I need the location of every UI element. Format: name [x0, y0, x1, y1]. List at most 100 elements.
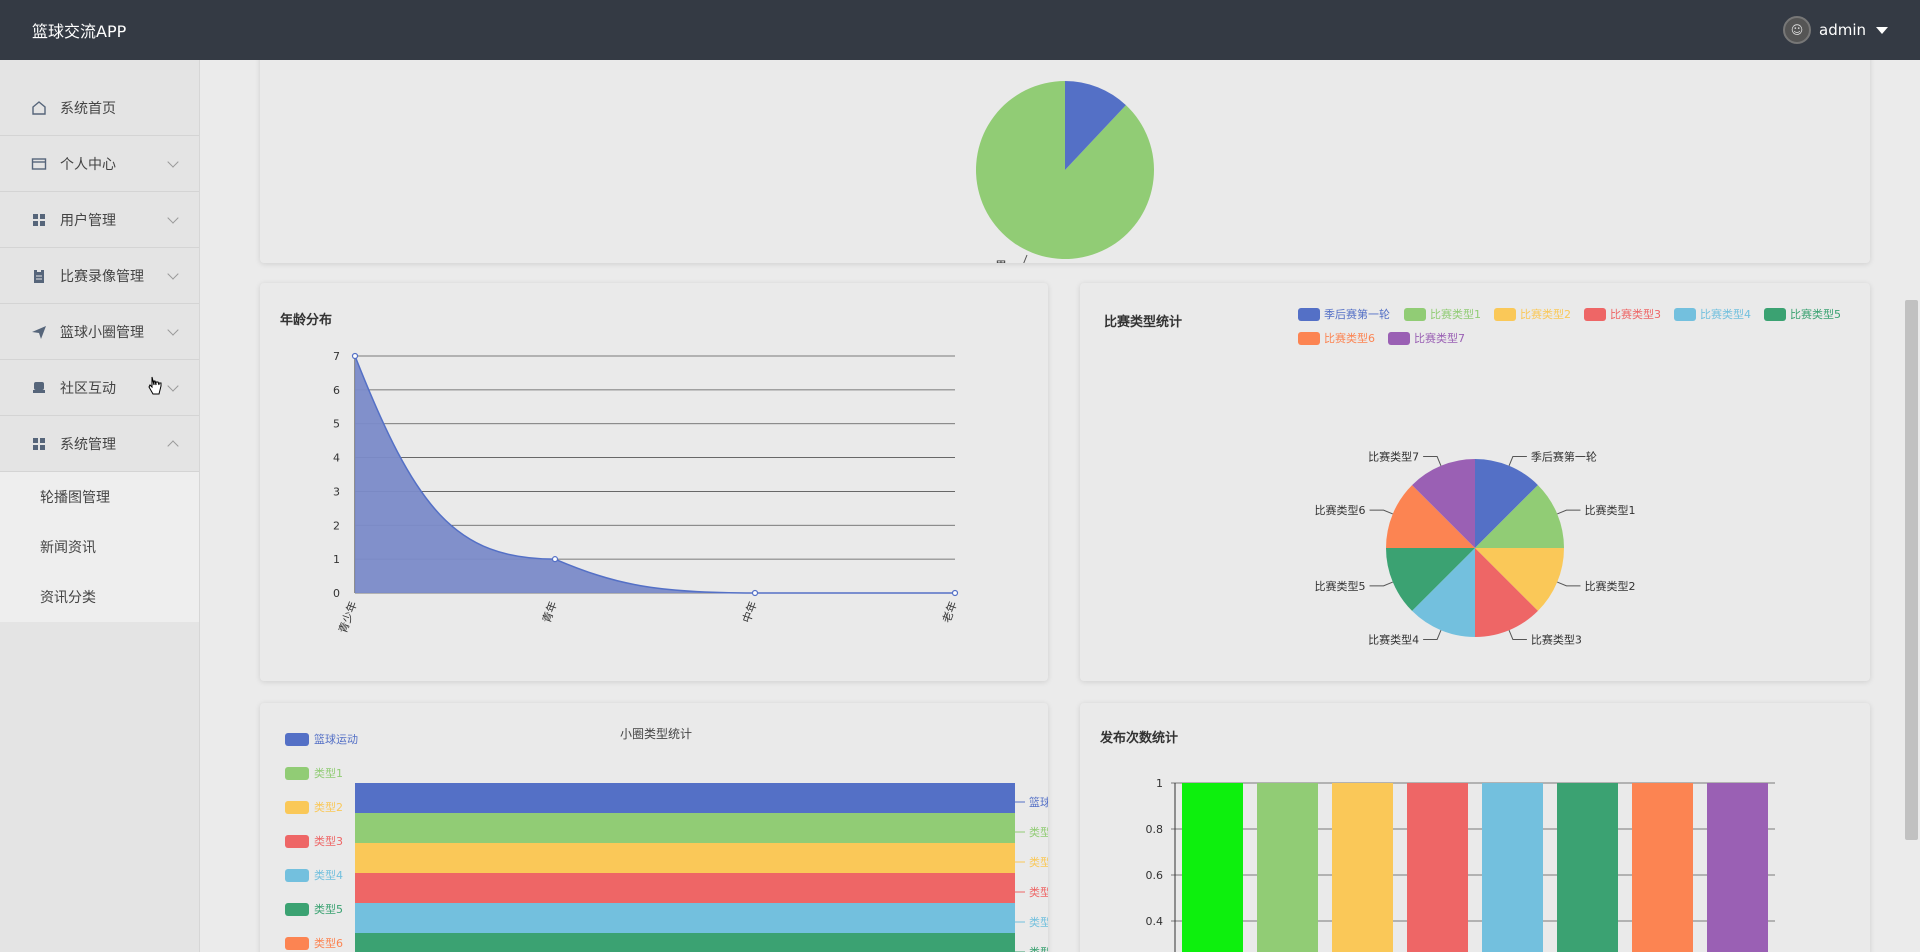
- pie-label: 比赛类型4: [1368, 632, 1419, 646]
- clipboard-icon: [30, 267, 48, 285]
- pie-slice-female: [1065, 81, 1126, 170]
- pie-label-line: [1508, 630, 1527, 640]
- pie-label: 男: [995, 259, 1007, 263]
- sidebar-item-label: 用户管理: [60, 212, 116, 229]
- sidebar-item-system[interactable]: 系统管理: [0, 416, 199, 472]
- age-card: 年龄分布 0 1 2 3 4 5 6 7 青少年 青年 中年 老年: [260, 283, 1048, 681]
- legend-label: 比赛类型2: [1520, 307, 1571, 321]
- pie-label: 比赛类型3: [1531, 632, 1582, 646]
- band-label: 类型2: [1029, 855, 1048, 869]
- pie-slice: [1386, 485, 1475, 548]
- legend-swatch: [285, 869, 309, 882]
- chart-title: 小圈类型统计: [620, 727, 692, 741]
- sidebar-item-profile[interactable]: 个人中心: [0, 136, 199, 192]
- publish-card: 发布次数统计 1 0.8 0.6 0.4: [1080, 703, 1870, 952]
- home-icon: [30, 99, 48, 117]
- pie-slice: [1475, 548, 1564, 611]
- legend-label: 比赛类型4: [1700, 307, 1751, 321]
- sidebar-item-label: 系统管理: [60, 436, 116, 453]
- user-menu[interactable]: ☺ admin: [1783, 16, 1888, 44]
- legend-label: 比赛类型6: [1324, 331, 1375, 345]
- scrollbar[interactable]: [1905, 300, 1918, 840]
- sidebar-subitem-news-category[interactable]: 资讯分类: [40, 590, 96, 606]
- pie-label: 比赛类型7: [1368, 450, 1419, 464]
- sidebar-item-label: 篮球小圈管理: [60, 324, 144, 341]
- system-submenu: 轮播图管理 新闻资讯 资讯分类: [0, 472, 199, 622]
- stack-band: [355, 783, 1015, 813]
- pie-slice: [1412, 459, 1475, 548]
- gender-card: 男: [260, 60, 1870, 273]
- circle-type-card: 小圈类型统计篮球运动类型1类型2类型3类型4类型5类型6篮球运动类型1类型2类型…: [260, 703, 1073, 952]
- pie-label-line: [1423, 456, 1442, 466]
- bar: [1482, 783, 1543, 952]
- chair-icon: [30, 379, 48, 397]
- legend-swatch: [1404, 308, 1426, 321]
- sidebar-item-circles[interactable]: 篮球小圈管理: [0, 304, 199, 360]
- y-tick-label: 1: [1156, 777, 1163, 790]
- chevron-down-icon: [167, 212, 179, 224]
- legend-swatch: [285, 801, 309, 814]
- avatar[interactable]: ☺: [1783, 16, 1811, 44]
- legend-label: 季后赛第一轮: [1324, 307, 1390, 321]
- publish-bar-chart: 1 0.8 0.6 0.4: [1146, 777, 1775, 952]
- y-tick-label: 1: [333, 553, 340, 566]
- sidebar-item-community[interactable]: 社区互动: [0, 360, 199, 416]
- x-tick-label: 青少年: [335, 599, 359, 635]
- sidebar-subitem-carousel[interactable]: 轮播图管理: [40, 490, 110, 506]
- y-tick-label: 2: [333, 519, 340, 532]
- pie-slice: [1475, 459, 1538, 548]
- sidebar-subitem-news[interactable]: 新闻资讯: [40, 540, 96, 556]
- pie-label-line: [1423, 630, 1442, 640]
- sidebar-item-label: 个人中心: [60, 156, 116, 173]
- y-tick-label: 7: [333, 350, 340, 363]
- mouse-cursor-icon: [148, 376, 162, 395]
- match-type-chart-title: 比赛类型统计: [1104, 315, 1183, 330]
- chevron-down-icon: [167, 324, 179, 336]
- stack-band: [355, 933, 1015, 952]
- chevron-down-icon: [167, 156, 179, 168]
- legend-label: 类型2: [314, 800, 343, 814]
- circle-type-chart: 小圈类型统计篮球运动类型1类型2类型3类型4类型5类型6篮球运动类型1类型2类型…: [285, 727, 1073, 952]
- sidebar-item-users[interactable]: 用户管理: [0, 192, 199, 248]
- sidebar-item-videos[interactable]: 比赛录像管理: [0, 248, 199, 304]
- data-point: [951, 589, 959, 597]
- y-tick-label: 6: [333, 384, 340, 397]
- sidebar-item-home[interactable]: 系统首页: [0, 80, 199, 136]
- chevron-up-icon: [167, 440, 179, 452]
- bar: [1632, 783, 1693, 952]
- age-chart-title: 年龄分布: [280, 313, 333, 328]
- band-label: 篮球运动: [1029, 795, 1048, 809]
- stack-band: [355, 843, 1015, 873]
- legend-label: 比赛类型3: [1610, 307, 1661, 321]
- pie-label-line: [1369, 581, 1393, 587]
- grid-icon: [30, 435, 48, 453]
- match-type-card: 比赛类型统计 季后赛第一轮 比赛类型1 比赛类型2 比赛类型3 比赛类型4 比赛类型5 比赛…: [1080, 283, 1870, 681]
- grid-icon: [30, 211, 48, 229]
- bar: [1332, 783, 1393, 952]
- legend-swatch: [285, 937, 309, 950]
- legend-swatch: [1584, 308, 1606, 321]
- top-bar: 篮球交流APP ☺ admin: [0, 0, 1920, 60]
- legend-swatch: [1494, 308, 1516, 321]
- legend-swatch: [1298, 332, 1320, 345]
- bar: [1557, 783, 1618, 952]
- chevron-down-icon: [167, 268, 179, 280]
- pie-label-line: [1011, 254, 1028, 266]
- legend-label: 比赛类型1: [1430, 307, 1481, 321]
- y-tick-label: 4: [333, 452, 340, 465]
- stack-band: [355, 903, 1015, 933]
- data-point: [551, 556, 559, 563]
- chevron-down-icon[interactable]: [1876, 26, 1888, 34]
- pie-label: 比赛类型1: [1584, 503, 1635, 517]
- legend-label: 类型5: [314, 902, 343, 916]
- sidebar: 系统首页 个人中心 用户管理 比赛录像管理 篮球小圈管理 社区互动 系统管理 轮…: [0, 60, 200, 952]
- pie-label: 比赛类型6: [1315, 503, 1366, 517]
- gender-pie-chart: 男: [976, 81, 1154, 273]
- username[interactable]: admin: [1819, 21, 1866, 39]
- bar: [1707, 783, 1768, 952]
- x-tick-label: 中年: [739, 599, 760, 624]
- y-tick-label: 0: [333, 587, 340, 600]
- band-label: 类型5: [1029, 945, 1048, 952]
- legend-label: 类型1: [314, 766, 343, 780]
